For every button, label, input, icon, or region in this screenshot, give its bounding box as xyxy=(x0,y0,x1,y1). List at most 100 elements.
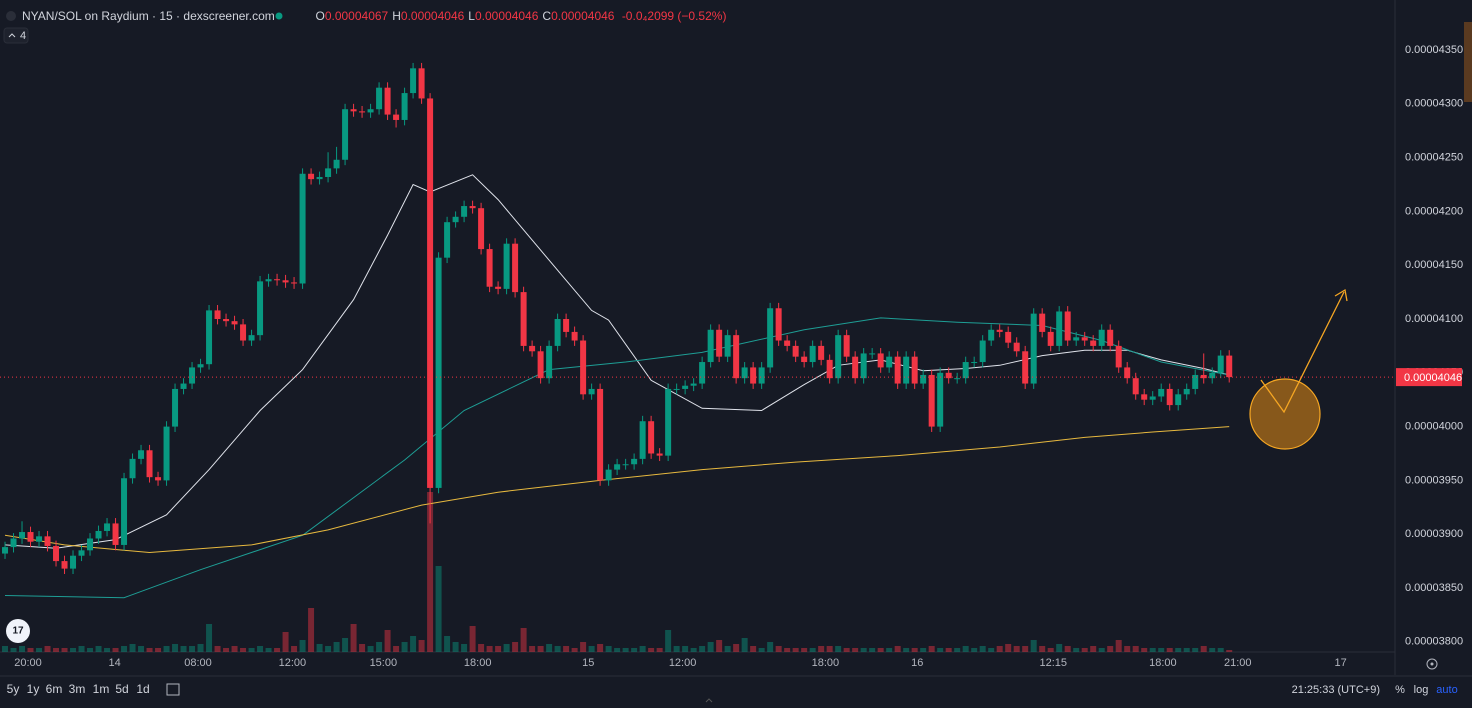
volume-bar xyxy=(1039,646,1046,652)
candle-body xyxy=(189,367,196,384)
volume-bar xyxy=(554,646,561,652)
candle-body xyxy=(580,340,587,395)
candle-body xyxy=(257,281,264,336)
volume-bar xyxy=(503,644,510,652)
volume-bar xyxy=(920,648,927,652)
candle-body xyxy=(1064,311,1071,341)
candle-body xyxy=(979,340,986,363)
volume-bar xyxy=(214,646,221,652)
candle-body xyxy=(1115,345,1122,368)
candle-body xyxy=(529,345,536,352)
volume-bar xyxy=(265,648,272,652)
candle-body xyxy=(707,329,714,363)
scale-button[interactable]: % xyxy=(1395,684,1405,696)
timeframe-button[interactable]: 3m xyxy=(69,682,86,696)
volume-bar xyxy=(367,646,374,652)
scale-button[interactable]: log xyxy=(1414,684,1429,696)
volume-bar xyxy=(1158,648,1165,652)
moving-average-line xyxy=(4,317,1230,599)
volume-bar xyxy=(189,646,196,652)
candle-body xyxy=(1073,337,1080,341)
volume-bar xyxy=(240,648,247,652)
timeframe-button[interactable]: 1y xyxy=(27,682,40,696)
candle-body xyxy=(1200,374,1207,379)
candle-body xyxy=(1022,351,1029,384)
candle-body xyxy=(206,310,213,365)
timeframe-button[interactable]: 1d xyxy=(136,682,149,696)
candle-body xyxy=(818,345,825,360)
candle-body xyxy=(886,356,893,368)
volume-bar xyxy=(1081,648,1088,652)
volume-bar xyxy=(435,566,442,652)
volume-bar xyxy=(44,646,51,652)
candle-body xyxy=(1081,337,1088,341)
volume-bar xyxy=(129,644,136,652)
candle-body xyxy=(478,208,485,250)
volume-bar xyxy=(809,648,816,652)
candle-body xyxy=(792,345,799,357)
scale-button[interactable]: auto xyxy=(1436,684,1457,696)
volume-bar xyxy=(1226,650,1233,652)
candle-body xyxy=(1132,378,1139,395)
candle-body xyxy=(784,340,791,346)
thumbnail xyxy=(1464,22,1472,102)
candle-body xyxy=(19,532,26,539)
candle-body xyxy=(665,388,672,456)
candle-body xyxy=(750,367,757,384)
timeframe-button[interactable]: 6m xyxy=(46,682,63,696)
indicator-toggle[interactable] xyxy=(3,27,29,44)
candle-body xyxy=(699,362,706,384)
volume-bar xyxy=(495,646,502,652)
moving-average-line xyxy=(4,174,1230,549)
volume-bar xyxy=(1175,648,1182,652)
ohlc-value: 0.00004046 xyxy=(400,9,465,23)
candle-body xyxy=(1056,311,1063,346)
candle-body xyxy=(1158,388,1165,397)
volume-bar xyxy=(971,648,978,652)
volume-bar xyxy=(1200,646,1207,652)
timeframe-button[interactable]: 1m xyxy=(93,682,110,696)
volume-bar xyxy=(469,626,476,652)
candle-body xyxy=(248,335,255,341)
candle-body xyxy=(1090,340,1097,346)
candle-body xyxy=(996,329,1003,332)
tv-logo: 17 xyxy=(6,619,30,643)
volume-bar xyxy=(571,648,578,652)
volume-bar xyxy=(520,628,527,652)
x-tick-label: 21:00 xyxy=(1224,657,1252,669)
candle-body xyxy=(180,383,187,389)
candle-body xyxy=(240,324,247,341)
volume-bar xyxy=(461,644,468,652)
candle-body xyxy=(418,68,425,99)
settings-icon[interactable] xyxy=(1426,658,1438,670)
volume-bar xyxy=(78,646,85,652)
candle-body xyxy=(231,321,238,325)
ohlc-key: H xyxy=(392,9,401,23)
volume-bar xyxy=(291,646,298,652)
candle-body xyxy=(486,249,493,287)
last-price-label: 0.00004046 xyxy=(1404,372,1462,384)
timeframe-button[interactable]: 5y xyxy=(7,682,20,696)
volume-bar xyxy=(818,646,825,652)
candle-body xyxy=(954,378,961,380)
candle-body xyxy=(53,546,60,562)
volume-bar xyxy=(801,648,808,652)
calendar-icon[interactable] xyxy=(166,683,180,696)
candle-body xyxy=(852,356,859,379)
volume-bar xyxy=(886,648,893,652)
svg-text:17: 17 xyxy=(12,626,24,637)
volume-bar xyxy=(257,646,264,652)
x-tick-label: 18:00 xyxy=(812,657,840,669)
volume-bar xyxy=(1124,646,1131,652)
volume-bar xyxy=(53,648,60,652)
volume-bar xyxy=(597,644,604,652)
clock: 21:25:33 (UTC+9) xyxy=(1292,684,1380,696)
timeframe-button[interactable]: 5d xyxy=(115,682,128,696)
volume-bar xyxy=(1217,648,1224,652)
volume-bar xyxy=(1107,646,1114,652)
volume-bar xyxy=(2,646,9,652)
volume-bar xyxy=(690,648,697,652)
volume-bar xyxy=(478,644,485,652)
chevron-icon xyxy=(8,33,16,38)
